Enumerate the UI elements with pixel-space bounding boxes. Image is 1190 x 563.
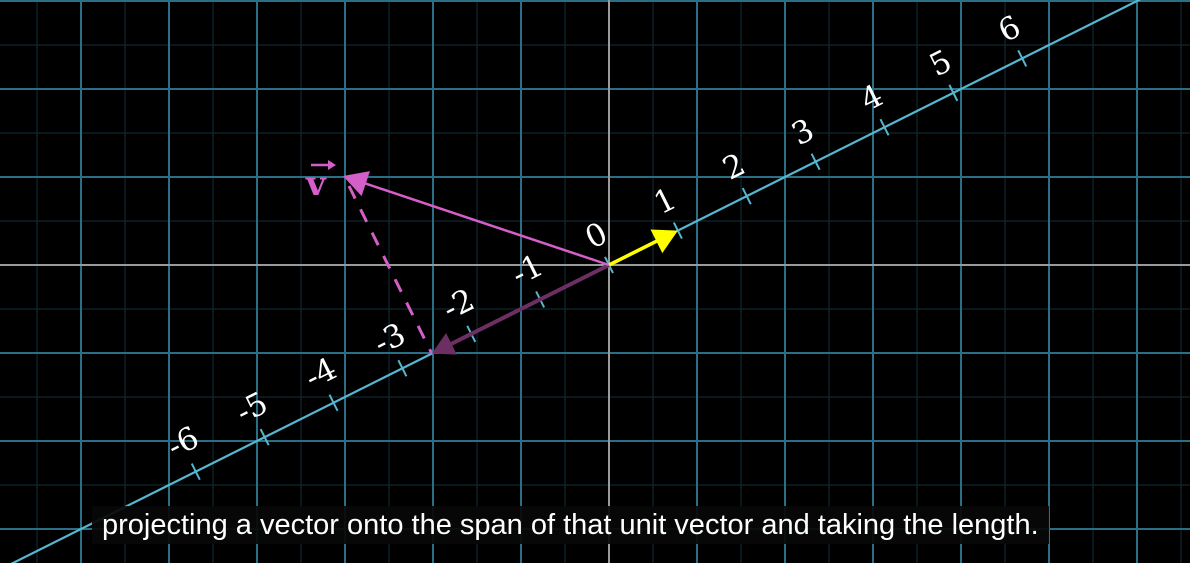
vector-v-arrow-accent xyxy=(311,160,336,170)
vectors xyxy=(343,171,678,355)
vector-v-shaft xyxy=(359,180,610,267)
projection-dashed-line xyxy=(347,185,434,355)
span-tick xyxy=(948,84,959,102)
number-line-ticks xyxy=(190,49,1028,481)
span-tick xyxy=(397,359,408,377)
span-tick xyxy=(328,394,339,412)
vector-v-label: v xyxy=(305,164,327,204)
subtitle-caption: projecting a vector onto the span of tha… xyxy=(92,506,1049,544)
vector-v-arrowhead xyxy=(343,171,370,197)
projection-vector-arrowhead xyxy=(431,332,457,355)
unit-vector-arrowhead xyxy=(650,229,678,254)
span-tick xyxy=(741,187,752,205)
span-tick xyxy=(190,463,201,481)
span-tick xyxy=(879,118,890,136)
projection-vector-shaft xyxy=(447,263,610,348)
span-tick xyxy=(810,153,821,171)
span-tick xyxy=(259,428,270,446)
span-tick xyxy=(1017,49,1028,67)
v-arrow-accent-head xyxy=(328,160,336,170)
span-tick xyxy=(672,222,683,240)
unit-vector-shaft xyxy=(608,236,665,267)
